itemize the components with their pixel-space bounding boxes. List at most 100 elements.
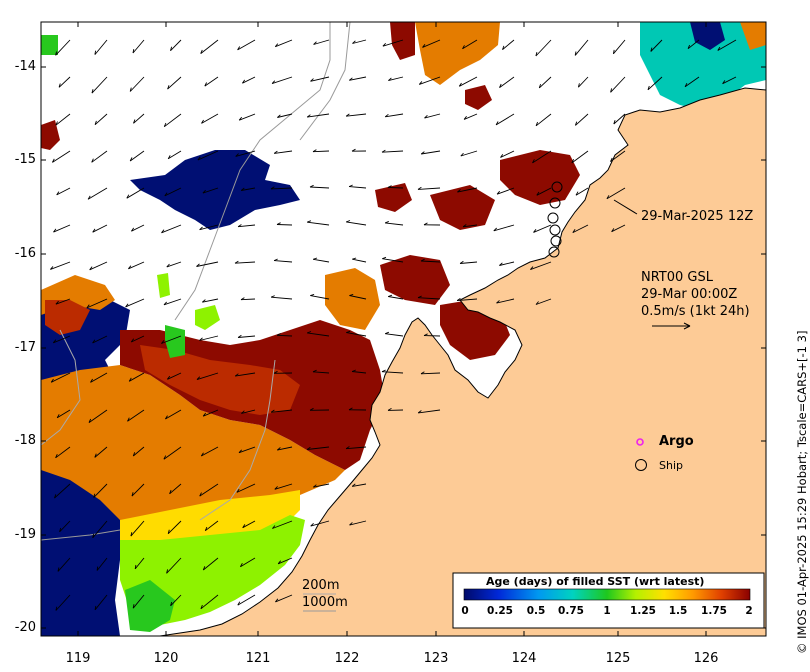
plot-frame [40,21,767,637]
current-vector-head [86,304,90,309]
colorbar-gradient [463,588,751,601]
current-vector [55,298,71,305]
current-vector-head [387,408,392,411]
current-vector-head [349,293,354,296]
current-vector [94,446,108,458]
current-time-label: 29-Mar 00:00Z [641,287,738,302]
current-vector [424,113,441,119]
current-vector-head [237,601,241,606]
current-vector-head [345,446,350,450]
current-vector [307,446,330,450]
current-vector [127,409,145,422]
y-axis-label: -15 [14,152,36,167]
current-vector [89,261,108,271]
current-vector-head [58,83,61,88]
current-vector-head [462,45,465,50]
y-axis-label: -19 [14,527,36,542]
current-vector [56,187,71,196]
current-vector-head [166,263,170,268]
current-vector [574,39,589,56]
current-vector [270,187,293,190]
current-vector-head [310,293,315,297]
isobath-200m [41,329,276,521]
current-vector [94,39,108,55]
current-vector-head [50,378,54,383]
current-vector-head [274,43,279,47]
current-vector-head [55,51,58,56]
argo-marker-icon [636,438,644,446]
current-vector-head [55,121,58,126]
current-vector [202,187,219,194]
current-vector [205,520,219,532]
current-vector [242,76,256,84]
current-vector [165,409,182,420]
current-vector [610,150,626,162]
current-vector-head [90,378,93,383]
current-vector [129,150,145,162]
colorbar-tick: 0 [461,605,469,617]
current-vector [170,594,182,607]
current-vector-head [132,452,136,457]
current-vector-head [92,228,96,233]
current-vector [463,224,478,228]
current-vector-head [533,229,537,233]
current-vector [199,335,219,341]
current-vector-head [650,47,653,52]
ship-track-point [549,197,561,209]
current-vector-head [577,83,580,88]
x-axis-label: 119 [65,651,91,666]
current-vector-head [500,154,504,158]
current-vector-head [502,45,505,50]
current-vector [128,261,145,270]
current-vector [463,113,478,120]
current-vector-head [93,493,96,498]
current-vector [92,224,108,233]
current-vector [167,76,182,90]
current-vector [240,298,256,301]
current-vector [722,76,737,85]
current-vector [493,224,515,232]
current-vector-head [575,191,579,196]
current-vector-head [313,41,317,45]
current-vector [382,39,404,47]
current-vector [54,483,71,499]
current-vector-head [235,153,239,157]
current-vector-head [201,119,204,124]
current-vector [55,446,71,459]
current-vector [385,222,404,226]
current-vector [459,76,478,87]
isobath-1000m [41,22,351,541]
current-vector-head [384,113,389,118]
current-vector [457,187,478,193]
current-vector [134,557,145,570]
current-vector-head [165,415,168,420]
current-vector [310,76,330,82]
current-vector [610,76,626,93]
current-vector [164,187,182,197]
current-vector-head [352,40,356,44]
current-vector [200,39,219,54]
current-vector [235,150,256,157]
current-vector-head [56,191,60,196]
current-vector [457,298,478,302]
current-vector-head [204,526,208,531]
current-vector-head [88,418,92,423]
current-vector-head [610,157,613,162]
current-vector-head [458,82,462,87]
sst-navy-northeast [690,22,725,50]
current-vector [387,186,404,189]
sst-orange-northeast [740,22,766,50]
current-vector-head [161,340,165,344]
sst-darkred-islands [430,185,495,230]
current-vector-head [240,187,245,191]
current-vector [271,409,293,413]
current-vector-head [277,114,281,118]
current-vector [203,409,219,417]
current-vector-head [647,85,650,90]
y-axis-label: -20 [14,620,36,635]
current-vector [239,113,256,121]
current-vector [53,335,71,344]
current-vector [535,298,552,305]
current-vector-head [571,159,575,164]
